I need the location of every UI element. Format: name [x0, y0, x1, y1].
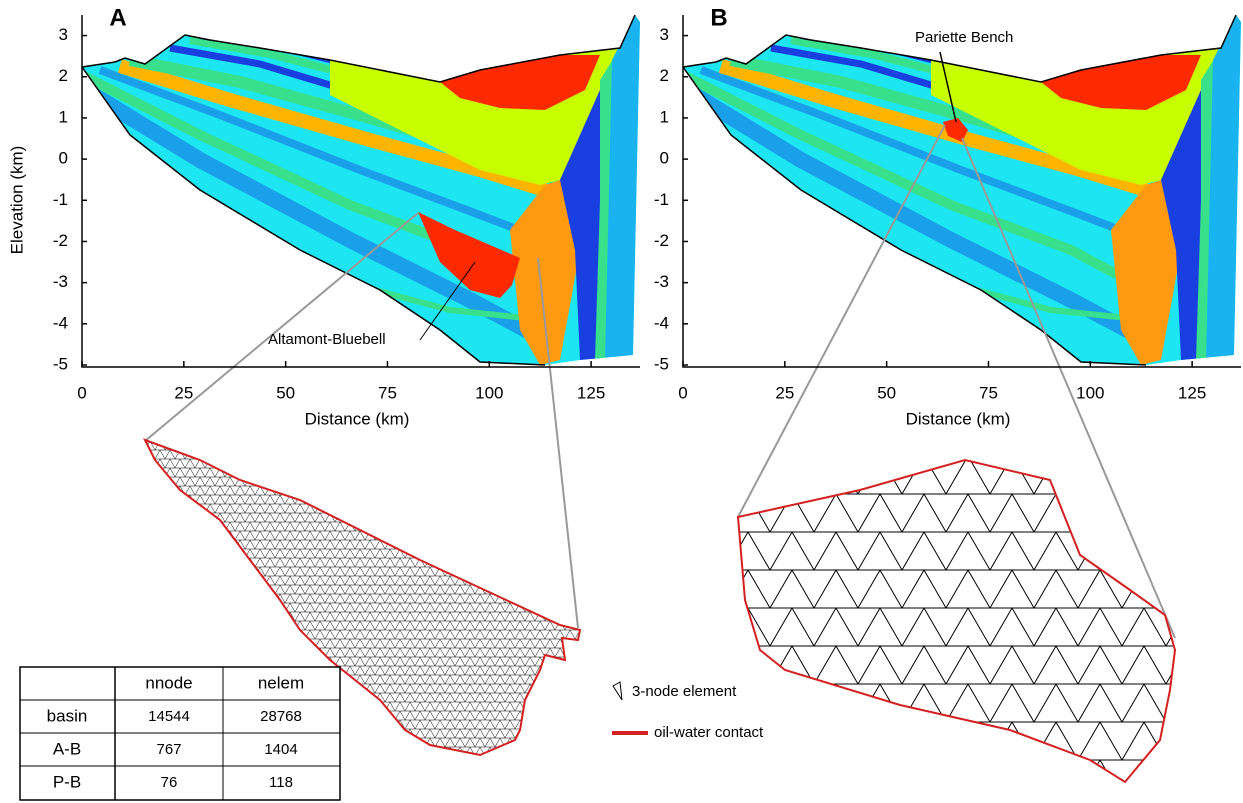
y-tick-label: -1 — [654, 190, 669, 209]
y-tick-label: -3 — [654, 272, 669, 291]
row-label: basin — [47, 706, 88, 725]
table: nnode nelem basin 14544 28768 A-B 767 1404 P-B 76… — [20, 667, 340, 800]
y-tick-label: 3 — [660, 25, 669, 44]
y-tick-label: 1 — [660, 107, 669, 126]
legend: 3-node element oil-water contact — [612, 682, 764, 741]
x-tick-label: 50 — [877, 383, 896, 402]
connector — [145, 213, 418, 441]
panel-letter: B — [710, 4, 727, 31]
table-cell: 14544 — [148, 708, 190, 725]
annotation: Altamont-Bluebell — [268, 331, 386, 348]
y-tick-label: -5 — [654, 354, 669, 373]
y-tick-label: 2 — [660, 66, 669, 85]
legend-label: 3-node element — [632, 683, 737, 700]
cross-section — [80, 10, 645, 370]
x-tick-label: 75 — [979, 383, 998, 402]
y-axis-label: Elevation (km) — [7, 146, 26, 255]
x-tick-label: 125 — [1178, 383, 1206, 402]
y-tick-label: 0 — [59, 149, 68, 168]
x-axis-label: Distance (km) — [305, 409, 410, 428]
mesh-b — [738, 460, 1175, 782]
table-header: nelem — [258, 673, 304, 692]
y-tick-label: -4 — [654, 313, 669, 332]
table-cell: 28768 — [260, 708, 302, 725]
table-cell: 1404 — [264, 741, 297, 758]
y-tick-label: 3 — [59, 25, 68, 44]
y-tick-label: -4 — [53, 313, 68, 332]
table-cell: 767 — [156, 741, 181, 758]
legend-label: oil-water contact — [654, 724, 764, 741]
figure: 3-node element oil-water contact nnode ne… — [0, 0, 1243, 803]
y-tick-label: -2 — [53, 231, 68, 250]
y-tick-label: 1 — [59, 107, 68, 126]
row-label: P-B — [53, 772, 81, 791]
x-tick-label: 50 — [276, 383, 295, 402]
x-tick-label: 100 — [1076, 383, 1104, 402]
x-tick-label: 0 — [678, 383, 687, 402]
y-tick-label: -1 — [53, 190, 68, 209]
table-cell: 76 — [161, 774, 178, 791]
table-header: nnode — [145, 673, 192, 692]
x-tick-label: 100 — [475, 383, 503, 402]
y-tick-label: -3 — [53, 272, 68, 291]
y-tick-label: 2 — [59, 66, 68, 85]
table-cell: 118 — [269, 774, 293, 791]
y-tick-label: -5 — [53, 354, 68, 373]
row-label: A-B — [53, 739, 81, 758]
x-tick-label: 125 — [577, 383, 605, 402]
x-tick-label: 25 — [174, 383, 193, 402]
y-tick-label: -2 — [654, 231, 669, 250]
element-icon — [613, 682, 622, 700]
x-tick-label: 75 — [378, 383, 397, 402]
x-tick-label: 25 — [775, 383, 794, 402]
x-axis-label: Distance (km) — [906, 409, 1011, 428]
x-tick-label: 0 — [77, 383, 86, 402]
y-tick-label: 0 — [660, 149, 669, 168]
annotation: Pariette Bench — [915, 29, 1013, 46]
panel-letter: A — [109, 4, 126, 31]
cross-section — [681, 10, 1243, 370]
